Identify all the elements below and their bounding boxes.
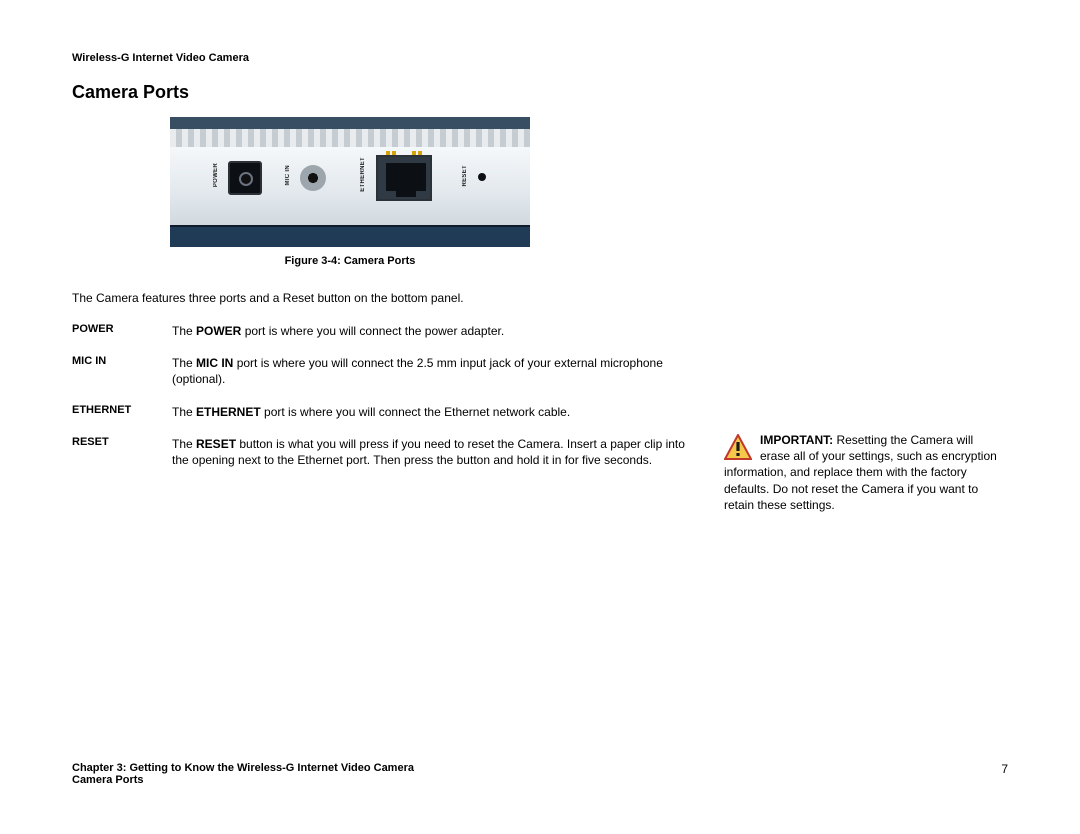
power-port-icon xyxy=(228,161,262,195)
figure-camera-ports: POWER MIC IN ETHERNET RESET Figure 3-4: … xyxy=(170,117,1008,267)
device-label-mic: MIC IN xyxy=(285,165,291,185)
figure-caption: Figure 3-4: Camera Ports xyxy=(170,255,530,267)
desc-power: The POWER port is where you will connect… xyxy=(172,323,692,355)
row-ethernet: ETHERNET The ETHERNET port is where you … xyxy=(72,404,692,436)
row-mic: MIC IN The MIC IN port is where you will… xyxy=(72,355,692,403)
label-power: POWER xyxy=(72,323,172,355)
device-label-ethernet: ETHERNET xyxy=(360,157,366,192)
section-title: Camera Ports xyxy=(72,82,1008,103)
footer-subsection: Camera Ports xyxy=(72,774,1008,786)
desc-mic: The MIC IN port is where you will connec… xyxy=(172,355,692,403)
row-reset: RESET The RESET button is what you will … xyxy=(72,436,692,484)
row-power: POWER The POWER port is where you will c… xyxy=(72,323,692,355)
desc-ethernet: The ETHERNET port is where you will conn… xyxy=(172,404,692,436)
desc-reset: The RESET button is what you will press … xyxy=(172,436,692,484)
document-header: Wireless-G Internet Video Camera xyxy=(72,52,1008,64)
reset-hole-icon xyxy=(478,173,486,181)
device-illustration: POWER MIC IN ETHERNET RESET xyxy=(170,117,530,247)
intro-text: The Camera features three ports and a Re… xyxy=(72,291,1008,305)
warning-icon xyxy=(724,434,752,464)
page-footer: Chapter 3: Getting to Know the Wireless-… xyxy=(72,762,1008,786)
label-ethernet: ETHERNET xyxy=(72,404,172,436)
important-callout: IMPORTANT: Resetting the Camera will era… xyxy=(724,432,1006,513)
footer-chapter: Chapter 3: Getting to Know the Wireless-… xyxy=(72,762,1008,774)
page-number: 7 xyxy=(1001,762,1008,776)
port-definitions: POWER The POWER port is where you will c… xyxy=(72,323,692,484)
label-reset: RESET xyxy=(72,436,172,484)
mic-jack-icon xyxy=(300,165,326,191)
device-label-reset: RESET xyxy=(462,165,468,187)
ethernet-port-icon xyxy=(376,155,432,201)
callout-bold: IMPORTANT: xyxy=(760,433,833,447)
device-label-power: POWER xyxy=(213,163,219,187)
label-mic: MIC IN xyxy=(72,355,172,403)
